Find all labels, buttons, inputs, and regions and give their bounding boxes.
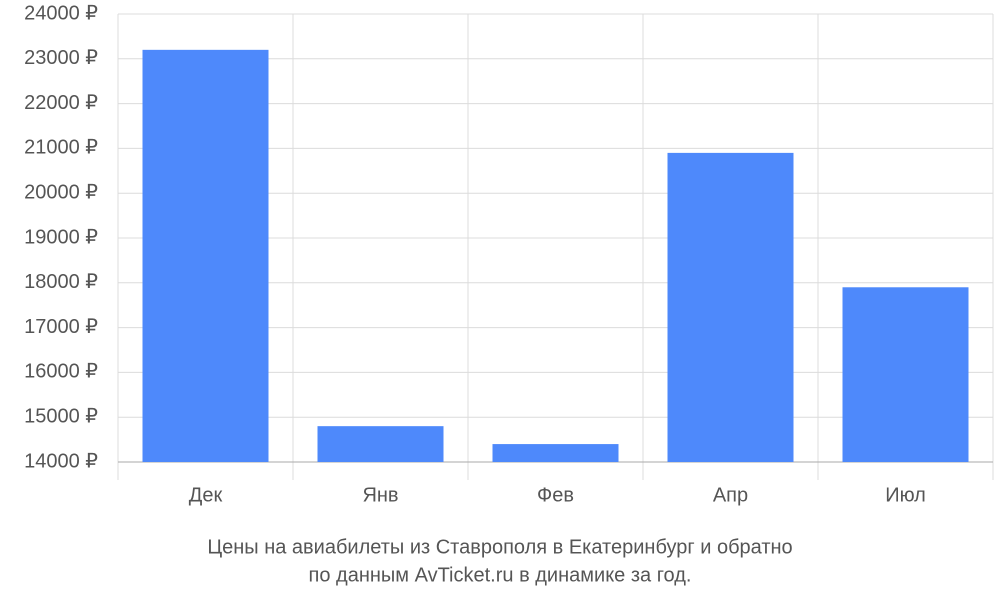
x-tick-label: Дек bbox=[189, 484, 223, 506]
bar bbox=[492, 444, 619, 462]
bar bbox=[667, 152, 794, 462]
y-tick-label: 23000 ₽ bbox=[24, 47, 98, 69]
y-tick-label: 20000 ₽ bbox=[24, 181, 98, 203]
x-tick-label: Фев bbox=[537, 484, 574, 506]
y-tick-label: 15000 ₽ bbox=[24, 405, 98, 427]
x-tick-label: Июл bbox=[885, 484, 926, 506]
chart-title: Цены на авиабилеты из Ставрополя в Екате… bbox=[207, 536, 792, 558]
x-tick-label: Апр bbox=[713, 484, 748, 506]
y-tick-label: 21000 ₽ bbox=[24, 137, 98, 159]
bar bbox=[317, 426, 444, 462]
bar bbox=[142, 49, 269, 463]
bar bbox=[842, 287, 969, 462]
y-tick-label: 24000 ₽ bbox=[24, 2, 98, 24]
y-tick-label: 14000 ₽ bbox=[24, 450, 98, 472]
y-tick-label: 17000 ₽ bbox=[24, 316, 98, 338]
y-tick-label: 19000 ₽ bbox=[24, 226, 98, 248]
x-tick-label: Янв bbox=[362, 484, 398, 506]
y-tick-label: 16000 ₽ bbox=[24, 361, 98, 383]
y-tick-label: 22000 ₽ bbox=[24, 92, 98, 114]
y-tick-label: 18000 ₽ bbox=[24, 271, 98, 293]
chart-title: по данным AvTicket.ru в динамике за год. bbox=[309, 564, 692, 586]
